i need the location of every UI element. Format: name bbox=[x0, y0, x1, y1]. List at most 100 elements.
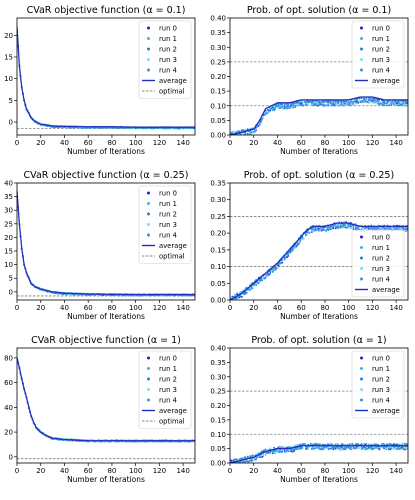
run-4-point bbox=[345, 100, 348, 103]
y-tick-label: 0.05 bbox=[210, 117, 226, 125]
run-4-point bbox=[271, 108, 274, 111]
run-4-point bbox=[343, 448, 345, 450]
x-tick-label: 100 bbox=[342, 304, 355, 312]
axes-frame bbox=[16, 347, 196, 464]
y-tick-label: 80 bbox=[4, 354, 13, 362]
x-tick-label: 40 bbox=[60, 139, 69, 147]
x-tick-label: 80 bbox=[320, 139, 329, 147]
y-tick-label: 0.35 bbox=[210, 359, 226, 367]
run-4-point bbox=[319, 101, 322, 104]
chart-title: CVaR objective function (α = 0.1) bbox=[27, 5, 186, 16]
legend-entry: run 0 bbox=[372, 24, 390, 32]
y-tick-label: 20 bbox=[4, 32, 13, 40]
run-4-point bbox=[319, 448, 322, 451]
x-tick-label: 80 bbox=[107, 467, 116, 475]
legend-entry: run 1 bbox=[372, 35, 390, 43]
legend-run-swatch bbox=[360, 377, 363, 381]
legend-entry: run 1 bbox=[159, 200, 177, 208]
legend-entry: run 0 bbox=[159, 189, 177, 197]
x-tick-label: 60 bbox=[84, 304, 93, 312]
run-2-point bbox=[322, 229, 325, 232]
run-4-point bbox=[335, 226, 338, 229]
run-4-point bbox=[273, 450, 275, 453]
run-4-point bbox=[306, 446, 309, 449]
y-tick-label: 0.15 bbox=[210, 246, 226, 254]
run-4-point bbox=[262, 455, 265, 458]
run-4-point bbox=[352, 103, 355, 106]
legend-entry: run 1 bbox=[372, 244, 390, 252]
run-4-point bbox=[396, 104, 399, 107]
legend-entry: run 0 bbox=[372, 233, 390, 241]
run-4-point bbox=[366, 101, 369, 104]
legend-entry: run 4 bbox=[159, 231, 177, 239]
y-tick-label: 0.30 bbox=[210, 196, 226, 204]
run-4-point bbox=[281, 259, 284, 261]
y-tick-label: 15 bbox=[4, 54, 13, 62]
legend-entry: optimal bbox=[159, 417, 185, 425]
run-4-point bbox=[291, 249, 294, 252]
run-4-point bbox=[280, 103, 282, 106]
legend-run-swatch bbox=[147, 377, 150, 381]
run-3-point bbox=[373, 101, 376, 103]
run-4-point bbox=[242, 460, 244, 463]
legend-entry: run 2 bbox=[372, 375, 390, 383]
y-tick-label: 15 bbox=[4, 248, 13, 256]
y-tick-label: 0 bbox=[9, 119, 13, 127]
run-4-point bbox=[384, 446, 387, 449]
run-4-point bbox=[257, 452, 260, 455]
run-4-point bbox=[339, 226, 342, 229]
run-3-point bbox=[340, 104, 343, 107]
legend-run-swatch bbox=[147, 202, 150, 205]
run-4-point bbox=[275, 450, 278, 452]
run-4-point bbox=[347, 103, 350, 106]
legend-run-swatch bbox=[360, 58, 363, 61]
run-2-point bbox=[290, 450, 293, 453]
run-4-point bbox=[335, 446, 338, 449]
run-4-point bbox=[327, 101, 330, 104]
run-4-point bbox=[399, 447, 402, 450]
legend-run-swatch bbox=[147, 37, 150, 40]
run-1-point bbox=[388, 104, 390, 107]
run-3-point bbox=[337, 103, 339, 106]
legend-box bbox=[351, 20, 405, 89]
y-tick-label: 0.35 bbox=[210, 29, 226, 37]
y-tick-label: 0.25 bbox=[210, 388, 226, 396]
run-4-point bbox=[366, 447, 369, 450]
legend-entry: run 2 bbox=[159, 375, 177, 383]
x-tick-label: 120 bbox=[153, 304, 166, 312]
run-1-point bbox=[255, 453, 258, 456]
run-4-point bbox=[364, 446, 367, 449]
run-4-point bbox=[380, 443, 383, 445]
run-2-point bbox=[275, 267, 278, 270]
run-3-point bbox=[405, 446, 408, 449]
run-3-point bbox=[340, 223, 343, 226]
run-3-point bbox=[262, 116, 265, 119]
average-line bbox=[17, 357, 195, 442]
legend-run-swatch bbox=[360, 47, 363, 51]
y-tick-label: 0.05 bbox=[210, 445, 226, 453]
run-3-point bbox=[313, 227, 316, 230]
run-4-point bbox=[338, 447, 341, 450]
legend-run-swatch bbox=[360, 235, 363, 239]
y-tick-label: 0.40 bbox=[210, 15, 226, 23]
run-4-point bbox=[299, 239, 301, 242]
run-4-point bbox=[248, 460, 250, 463]
x-tick-label: 60 bbox=[84, 139, 93, 147]
run-4-point bbox=[310, 448, 313, 450]
y-tick-label: 5 bbox=[9, 275, 13, 283]
run-4-point bbox=[363, 97, 365, 100]
run-3-point bbox=[244, 128, 247, 131]
run-4-point bbox=[398, 100, 401, 102]
x-axis-label: Number of Iterations bbox=[67, 475, 145, 484]
run-4-point bbox=[316, 228, 319, 231]
run-4-point bbox=[360, 446, 363, 448]
chart-title: Prob. of opt. solution (α = 1) bbox=[251, 335, 386, 346]
plot-area bbox=[17, 191, 195, 297]
y-tick-label: 0 bbox=[9, 288, 13, 296]
x-tick-label: 100 bbox=[129, 139, 142, 147]
legend-run-swatch bbox=[360, 246, 363, 249]
